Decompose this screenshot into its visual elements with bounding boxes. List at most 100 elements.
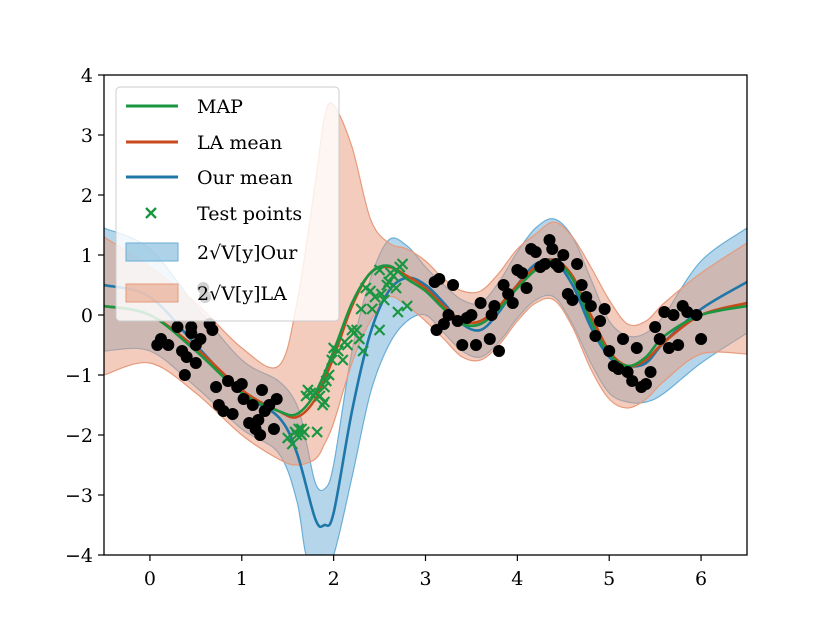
train-point [538, 258, 551, 270]
train-point [502, 288, 515, 300]
train-point [598, 303, 611, 315]
train-point [470, 339, 483, 351]
test-point [355, 303, 367, 315]
test-point [350, 324, 363, 336]
train-point [485, 309, 498, 321]
train-point [506, 297, 519, 309]
train-point [667, 309, 680, 321]
train-point [437, 318, 450, 330]
train-point [639, 378, 652, 390]
train-point [189, 357, 202, 369]
test-point [387, 270, 400, 282]
test-point [326, 354, 338, 366]
train-point [658, 306, 671, 318]
train-point [594, 315, 607, 327]
train-point [520, 282, 533, 294]
x-tick-label: 2 [328, 568, 340, 590]
test-point [304, 387, 317, 399]
train-point [442, 309, 455, 321]
legend-swatch-our-band [125, 242, 179, 262]
train-point [254, 429, 267, 441]
train-point [451, 315, 464, 327]
train-point [447, 279, 460, 291]
test-point [357, 345, 369, 357]
train-point [497, 279, 510, 291]
axes: 0 1 2 3 4 5 6 −4 −3 −2 −1 0 1 2 3 4 [65, 65, 707, 590]
train-point [217, 405, 230, 417]
train-point [649, 321, 662, 333]
legend-swatch-test-points [145, 207, 157, 219]
y-tick-label: 0 [81, 305, 93, 327]
train-point [662, 342, 675, 354]
train-point [566, 294, 579, 306]
train-point [603, 345, 616, 357]
x-tick-label: 4 [511, 568, 523, 590]
y-tick-label: 3 [81, 125, 93, 147]
train-point [488, 300, 501, 312]
y-tick-label: 2 [81, 185, 93, 207]
train-point [162, 339, 175, 351]
train-point [456, 339, 469, 351]
test-point [341, 339, 354, 351]
test-point [375, 288, 388, 300]
train-point [644, 366, 657, 378]
train-point [222, 375, 235, 387]
x-tick-label: 6 [695, 568, 707, 590]
x-tick-label: 3 [419, 568, 431, 590]
test-point [373, 324, 386, 336]
legend-label-map: MAP [197, 96, 243, 118]
y-tick-label: −3 [65, 485, 93, 507]
test-point [337, 354, 349, 366]
train-point [178, 369, 191, 381]
x-tick-label: 1 [236, 568, 248, 590]
train-point [180, 351, 193, 363]
test-point [318, 396, 331, 408]
train-point [529, 246, 542, 258]
x-tick-label: 5 [603, 568, 615, 590]
legend-label-la-mean: LA mean [197, 132, 282, 154]
test-point [390, 282, 402, 294]
legend-label-our-mean: Our mean [197, 167, 293, 189]
train-point [584, 300, 597, 312]
train-point [465, 309, 478, 321]
train-point [428, 276, 441, 288]
train-point [206, 324, 219, 336]
test-point [378, 294, 390, 306]
y-tick-label: −4 [65, 545, 93, 567]
train-point [690, 309, 703, 321]
train-point [695, 333, 708, 345]
data-points [151, 234, 708, 450]
test-point [286, 438, 299, 450]
train-point [171, 321, 184, 333]
train-point [267, 423, 280, 435]
legend-swatch-la-band [125, 283, 179, 303]
train-point [255, 384, 268, 396]
test-point [332, 345, 345, 357]
train-point [492, 345, 505, 357]
train-point [237, 393, 250, 405]
y-tick-label: 1 [81, 245, 93, 267]
test-point [369, 291, 381, 303]
test-point [295, 423, 308, 435]
test-point [401, 300, 413, 312]
train-point [546, 243, 559, 255]
x-tick-label: 0 [144, 568, 156, 590]
legend-label-our-band: 2√V[y]Our [197, 242, 298, 264]
legend-box [115, 86, 340, 322]
test-point [366, 303, 379, 315]
train-point [557, 249, 570, 261]
train-point [616, 333, 629, 345]
train-point [252, 414, 265, 426]
test-point [373, 264, 386, 276]
train-point [571, 258, 584, 270]
legend-label-la-band: 2√V[y]LA [197, 283, 287, 305]
y-tick-label: −1 [65, 365, 93, 387]
train-point [575, 279, 588, 291]
train-point [543, 234, 556, 246]
test-point [311, 426, 323, 438]
train-point [246, 399, 259, 411]
test-point [353, 333, 366, 345]
train-point [235, 378, 248, 390]
train-point [194, 333, 207, 345]
